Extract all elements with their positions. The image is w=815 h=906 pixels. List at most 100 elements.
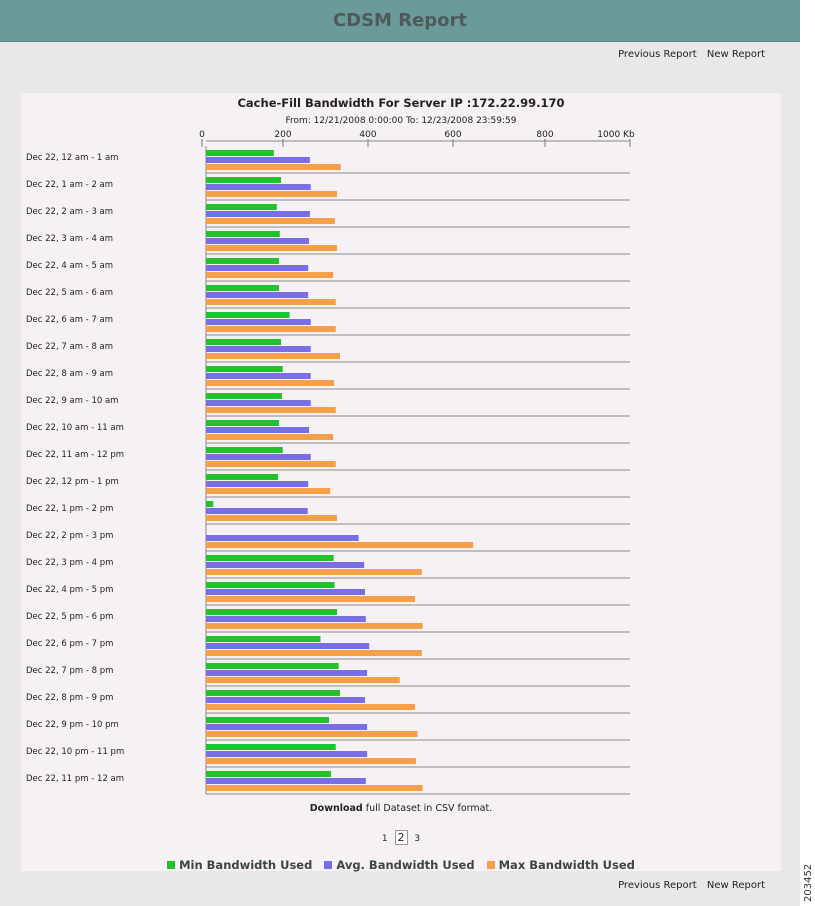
bar-min: [206, 150, 274, 156]
bar-min: [206, 258, 279, 264]
bar-min: [206, 312, 290, 318]
report-nav-top: Previous Report New Report: [611, 49, 765, 60]
category-label: Dec 22, 3 pm - 4 pm: [26, 558, 113, 568]
new-report-link-bottom[interactable]: New Report: [706, 880, 765, 891]
legend-swatch-max: [486, 861, 495, 869]
bar-min: [206, 204, 277, 210]
page-link-3[interactable]: 3: [414, 834, 421, 844]
bar-max: [206, 326, 336, 332]
bar-min: [206, 690, 340, 696]
category-label: Dec 22, 12 pm - 1 pm: [26, 477, 119, 487]
bar-min: [206, 636, 321, 642]
legend-swatch-min: [167, 861, 176, 869]
x-tick-label: 0: [199, 130, 205, 140]
bar-max: [206, 272, 334, 278]
x-tick-label: 400: [359, 130, 376, 140]
bar-max: [206, 380, 335, 386]
category-label: Dec 22, 7 pm - 8 pm: [26, 666, 113, 676]
bar-max: [206, 164, 341, 170]
bar-max: [206, 353, 340, 359]
legend-label-min: Min Bandwidth Used: [179, 858, 313, 872]
chart-subtitle: From: 12/21/2008 0:00:00 To: 12/23/2008 …: [285, 116, 516, 126]
bar-avg: [206, 157, 310, 163]
legend-label-max: Max Bandwidth Used: [498, 858, 635, 872]
bar-min: [206, 339, 282, 345]
legend-min: Min Bandwidth Used: [167, 858, 312, 872]
category-label: Dec 22, 7 am - 8 am: [26, 342, 113, 352]
x-tick-label: 1000 Kb: [597, 130, 635, 140]
bar-max: [206, 515, 338, 521]
page-title: CDSM Report: [332, 10, 468, 31]
category-label: Dec 22, 2 am - 3 am: [26, 207, 113, 217]
new-report-link[interactable]: New Report: [706, 49, 765, 60]
bar-min: [206, 474, 279, 480]
bar-max: [206, 785, 423, 791]
chart-legend: Min Bandwidth Used Avg. Bandwidth Used M…: [21, 858, 781, 872]
bar-avg: [206, 373, 311, 379]
bar-avg: [206, 589, 365, 595]
category-label: Dec 22, 3 am - 4 am: [26, 234, 113, 244]
bar-avg: [206, 481, 309, 487]
bar-avg: [206, 427, 310, 433]
bar-min: [206, 420, 279, 426]
bar-avg: [206, 211, 310, 217]
bar-max: [206, 218, 335, 224]
legend-label-avg: Avg. Bandwidth Used: [336, 858, 475, 872]
bar-min: [206, 717, 329, 723]
download-link[interactable]: Download: [309, 803, 363, 814]
figure-id: 203452: [803, 864, 814, 902]
bar-max: [206, 596, 416, 602]
bar-min: [206, 501, 214, 507]
category-label: Dec 22, 4 am - 5 am: [26, 261, 113, 271]
bar-avg: [206, 346, 311, 352]
category-label: Dec 22, 1 pm - 2 pm: [26, 504, 113, 514]
bar-min: [206, 663, 339, 669]
category-label: Dec 22, 11 am - 12 pm: [26, 450, 124, 460]
bar-avg: [206, 535, 359, 541]
bar-max: [206, 758, 416, 764]
category-label: Dec 22, 5 am - 6 am: [26, 288, 113, 298]
x-tick-label: 800: [536, 130, 553, 140]
x-tick-label: 600: [444, 130, 461, 140]
bar-avg: [206, 292, 309, 298]
bar-avg: [206, 778, 366, 784]
category-label: Dec 22, 4 pm - 5 pm: [26, 585, 113, 595]
category-label: Dec 22, 9 am - 10 am: [26, 396, 118, 406]
bar-min: [206, 555, 334, 561]
chart-panel: Cache-Fill Bandwidth For Server IP :172.…: [21, 93, 781, 872]
bar-min: [206, 366, 283, 372]
previous-report-link[interactable]: Previous Report: [618, 49, 697, 60]
category-label: Dec 22, 8 am - 9 am: [26, 369, 113, 379]
bar-max: [206, 731, 418, 737]
category-label: Dec 22, 12 am - 1 am: [26, 153, 118, 163]
category-label: Dec 22, 6 am - 7 am: [26, 315, 113, 325]
previous-report-link-bottom[interactable]: Previous Report: [618, 880, 697, 891]
bar-avg: [206, 697, 365, 703]
plot-area: 0 200 400 600 800 1000 Kb Dec 22, 12 am - 1 am…: [26, 130, 635, 795]
page-link-1[interactable]: 1: [381, 834, 388, 844]
bar-min: [206, 231, 280, 237]
report-nav-bottom: Previous Report New Report: [611, 880, 765, 891]
figure-id-text: 203452: [803, 864, 814, 902]
category-label: Dec 22, 9 pm - 10 pm: [26, 720, 119, 730]
category-label: Dec 22, 1 am - 2 am: [26, 180, 113, 190]
bar-max: [206, 461, 336, 467]
category-label: Dec 22, 5 pm - 6 pm: [26, 612, 113, 622]
legend-swatch-avg: [324, 861, 333, 869]
bar-max: [206, 488, 331, 494]
bar-avg: [206, 751, 368, 757]
bar-max: [206, 650, 422, 656]
page-link-2-current[interactable]: 2: [394, 830, 408, 845]
bar-avg: [206, 643, 370, 649]
category-label: Dec 22, 2 pm - 3 pm: [26, 531, 113, 541]
bar-min: [206, 285, 279, 291]
category-label: Dec 22, 10 am - 11 am: [26, 423, 124, 433]
bar-max: [206, 299, 336, 305]
category-label: Dec 22, 10 pm - 11 pm: [26, 747, 124, 757]
legend-max: Max Bandwidth Used: [486, 858, 635, 872]
bar-avg: [206, 616, 366, 622]
category-label: Dec 22, 8 pm - 9 pm: [26, 693, 113, 703]
bar-max: [206, 623, 423, 629]
bandwidth-chart: Cache-Fill Bandwidth For Server IP :172.…: [26, 96, 635, 795]
